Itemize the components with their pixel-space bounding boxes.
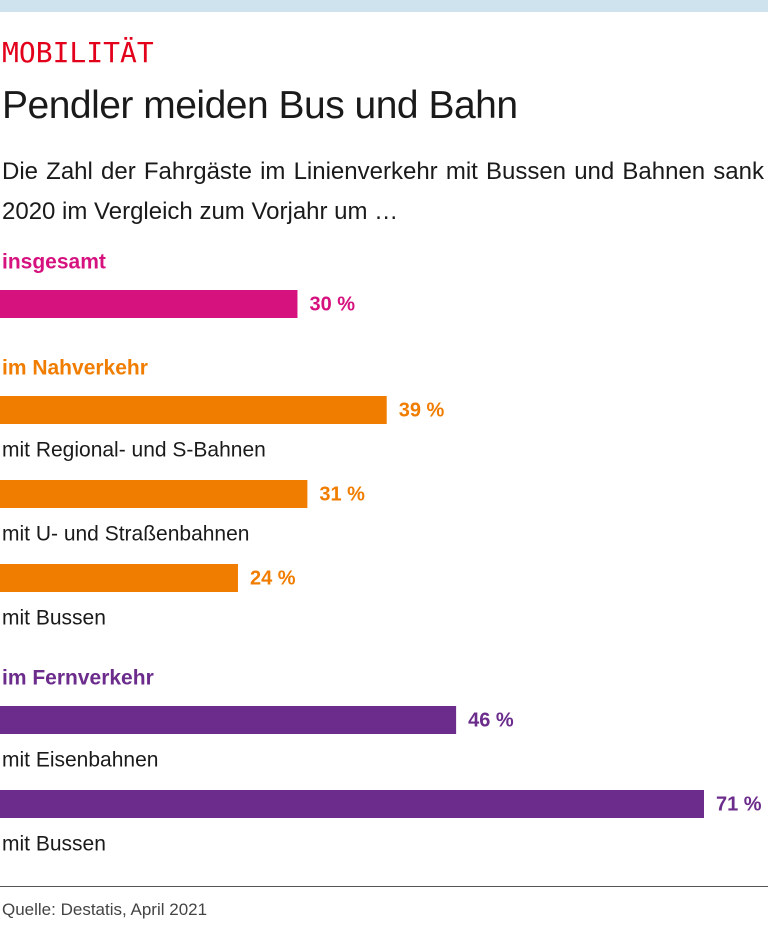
category-label: mit Regional- und S-Bahnen — [2, 439, 266, 462]
bar — [0, 396, 387, 424]
category-label: mit U- und Straßenbahnen — [2, 523, 249, 546]
chart-title: Pendler meiden Bus und Bahn — [2, 84, 518, 127]
bar — [0, 790, 704, 818]
group-heading: insgesamt — [2, 251, 106, 274]
kicker: MOBILITÄT — [2, 36, 154, 69]
bar — [0, 564, 238, 592]
value-label: 30 % — [309, 293, 355, 315]
category-label: mit Bussen — [2, 607, 106, 630]
category-label: mit Bussen — [2, 833, 106, 856]
group-heading: im Fernverkehr — [2, 667, 154, 690]
value-label: 71 % — [716, 793, 762, 815]
source: Quelle: Destatis, April 2021 — [2, 900, 208, 919]
value-label: 31 % — [319, 483, 365, 505]
top-band — [0, 0, 768, 12]
bar — [0, 706, 457, 734]
group-heading: im Nahverkehr — [2, 357, 148, 380]
bar — [0, 290, 298, 318]
bar — [0, 480, 308, 508]
divider — [0, 886, 768, 887]
value-label: 24 % — [250, 567, 296, 589]
value-label: 39 % — [399, 399, 445, 421]
value-label: 46 % — [468, 709, 514, 731]
category-label: mit Eisenbahnen — [2, 749, 158, 772]
chart-subtitle: Die Zahl der Fahrgäste im Linienverkehr … — [2, 158, 764, 225]
